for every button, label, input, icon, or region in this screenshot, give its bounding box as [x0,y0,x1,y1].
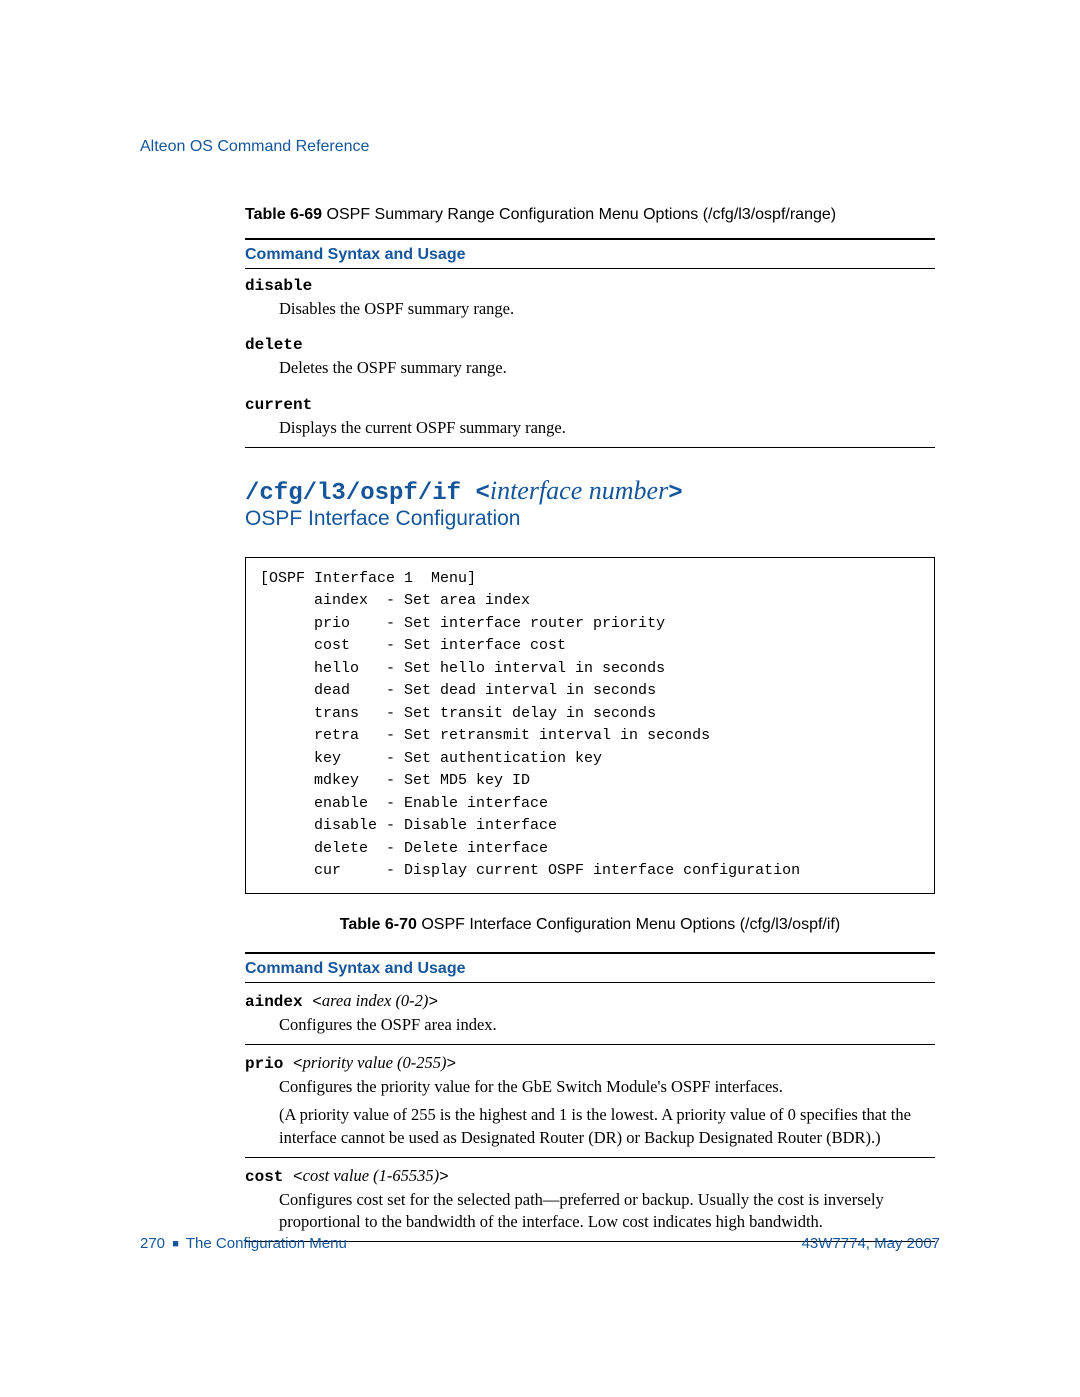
command-description-2: (A priority value of 255 is the highest … [245,1098,935,1149]
command-name: cost [245,1168,293,1186]
footer-left: 270 ■ The Configuration Menu [140,1235,347,1252]
command-arg: cost value (1-65535) [303,1166,440,1185]
command-description: Configures cost set for the selected pat… [245,1186,935,1234]
bracket-open: < [312,993,322,1011]
bracket-open: < [475,480,489,507]
table-69-caption: Table 6-69 OSPF Summary Range Configurat… [245,206,935,224]
command-signature: prio <priority value (0-255)> [245,1053,935,1073]
table-70-header: Command Syntax and Usage [245,954,935,982]
command-signature: cost <cost value (1-65535)> [245,1166,935,1186]
command-entry: aindex <area index (0-2)> Configures the… [245,983,935,1044]
square-bullet-icon: ■ [169,1238,182,1250]
command-entry: delete Deletes the OSPF summary range. [245,328,935,387]
section-heading: /cfg/l3/ospf/if <interface number> OSPF … [245,476,935,531]
command-arg: area index (0-2) [322,991,429,1010]
command-arg: priority value (0-255) [303,1053,447,1072]
command-entry: current Displays the current OSPF summar… [245,388,935,447]
heading-arg: interface number [490,476,668,505]
table-70-caption: Table 6-70 OSPF Interface Configuration … [245,916,935,934]
command-name: delete [245,336,935,354]
command-description: Deletes the OSPF summary range. [245,354,935,379]
command-name: disable [245,277,935,295]
footer-right: 43W7774, May 2007 [802,1235,940,1252]
caption-label: Table 6-69 [245,206,322,223]
bracket-close: > [428,993,438,1011]
command-signature: aindex <area index (0-2)> [245,991,935,1011]
command-entry: disable Disables the OSPF summary range. [245,269,935,328]
bracket-open: < [293,1168,303,1186]
page-footer: 270 ■ The Configuration Menu 43W7774, Ma… [140,1235,940,1252]
command-description: Disables the OSPF summary range. [245,295,935,320]
bracket-close: > [447,1055,457,1073]
bracket-close: > [668,480,682,507]
heading-subtitle: OSPF Interface Configuration [245,507,935,531]
command-name: prio [245,1055,293,1073]
command-name: current [245,396,935,414]
caption-text: OSPF Interface Configuration Menu Option… [417,916,840,933]
content-area: Table 6-69 OSPF Summary Range Configurat… [245,206,935,1242]
rule [245,447,935,448]
command-description: Configures the priority value for the Gb… [245,1073,935,1098]
bracket-close: > [439,1168,449,1186]
bracket-open: < [293,1055,303,1073]
command-entry: prio <priority value (0-255)> Configures… [245,1045,935,1157]
command-description: Configures the OSPF area index. [245,1011,935,1036]
chapter-name: The Configuration Menu [186,1235,347,1252]
command-description: Displays the current OSPF summary range. [245,414,935,439]
menu-listing: [OSPF Interface 1 Menu] aindex - Set are… [245,557,935,894]
heading-path: /cfg/l3/ospf/if [245,480,475,507]
command-entry: cost <cost value (1-65535)> Configures c… [245,1158,935,1242]
caption-text: OSPF Summary Range Configuration Menu Op… [322,206,836,223]
caption-label: Table 6-70 [340,916,417,933]
page-body: Alteon OS Command Reference Table 6-69 O… [140,138,940,1242]
page-number: 270 [140,1235,165,1252]
table-69-header: Command Syntax and Usage [245,240,935,268]
running-header: Alteon OS Command Reference [140,138,940,156]
command-name: aindex [245,993,312,1011]
